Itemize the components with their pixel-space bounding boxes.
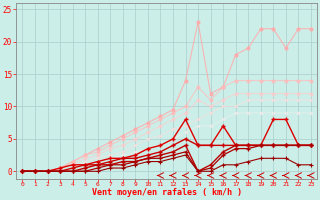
X-axis label: Vent moyen/en rafales ( km/h ): Vent moyen/en rafales ( km/h ) [92,188,242,197]
